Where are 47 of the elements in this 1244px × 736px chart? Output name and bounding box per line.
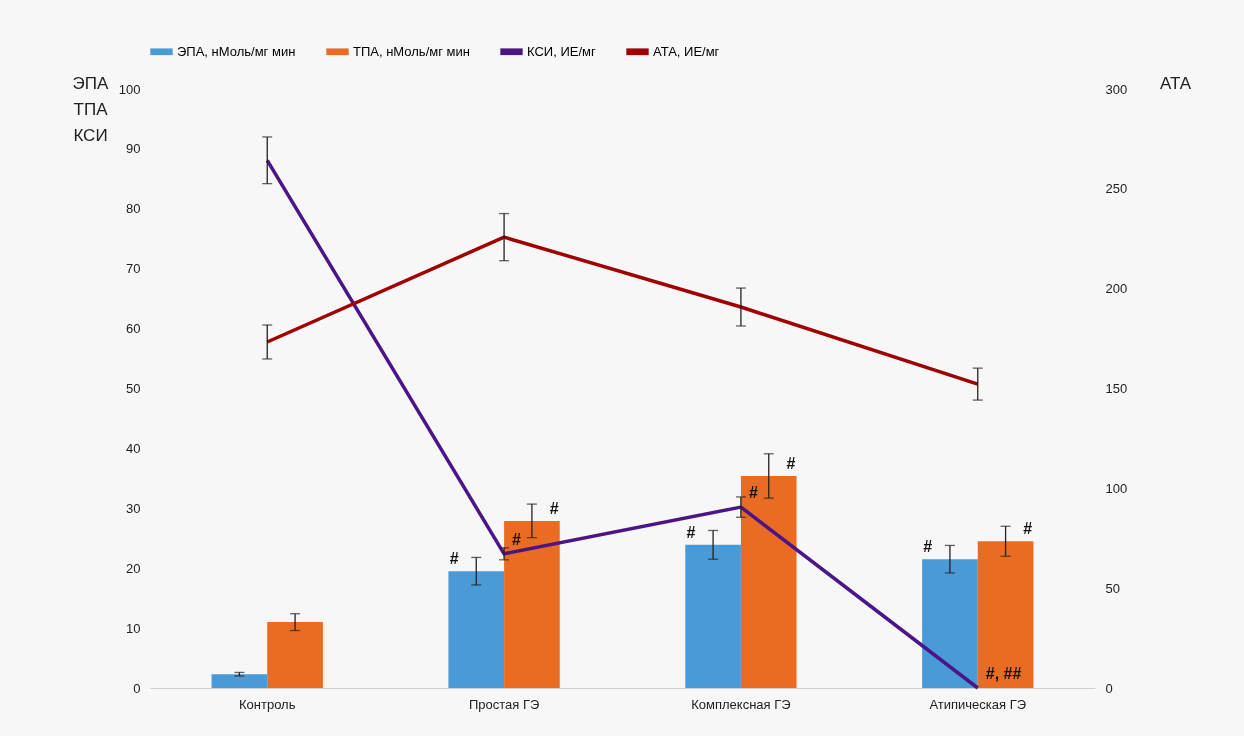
bar <box>685 544 741 688</box>
annotation: # <box>923 538 933 556</box>
annotation: # <box>449 550 459 568</box>
y-tick-label: 20 <box>126 560 141 576</box>
y2-tick-label: 300 <box>1105 81 1128 97</box>
x-tick-label: Атипическая ГЭ <box>929 696 1027 712</box>
annotation: # <box>512 530 522 548</box>
bar <box>922 559 978 688</box>
y-tick-label: 50 <box>126 381 141 396</box>
legend-label: АТА, ИЕ/мг <box>653 43 720 59</box>
line-series <box>265 235 980 386</box>
annotation: # <box>549 499 559 517</box>
y2-tick-label: 250 <box>1105 181 1128 197</box>
x-tick-label: Простая ГЭ <box>468 696 540 712</box>
y-tick-label: 60 <box>126 321 141 337</box>
y2-axis-title: АТА <box>1159 73 1192 93</box>
y-axis-title: ЭПА ТПА КСИ <box>72 73 110 145</box>
legend-label: ТПА, нМоль/мг мин <box>353 43 470 59</box>
x-tick-label: Комплексная ГЭ <box>691 696 791 712</box>
legend-label: КСИ, ИЕ/мг <box>527 43 596 59</box>
annotation: # <box>748 484 758 502</box>
bar <box>448 571 505 688</box>
y2-tick-label: 100 <box>1105 480 1128 496</box>
annotation: # <box>686 523 696 541</box>
legend-label: ЭПА, нМоль/мг мин <box>177 43 296 59</box>
y-tick-label: 0 <box>133 680 141 696</box>
x-tick-label: Контроль <box>239 696 296 712</box>
y-tick-label: 10 <box>126 620 141 636</box>
annotation: #, ## <box>985 665 1022 682</box>
y2-tick-label: 0 <box>1105 680 1113 696</box>
y-tick-label: 90 <box>126 141 141 157</box>
y-tick-label: 80 <box>126 201 141 217</box>
y2-tick-label: 150 <box>1105 381 1128 396</box>
line-series <box>265 158 980 690</box>
annotation: # <box>1023 520 1033 538</box>
y2-tick-label: 200 <box>1105 281 1128 297</box>
bar <box>977 541 1034 688</box>
bar <box>504 520 560 688</box>
y-tick-label: 40 <box>126 440 141 456</box>
y-tick-label: 30 <box>126 500 141 516</box>
annotation: # <box>786 454 796 472</box>
bar <box>740 475 797 688</box>
bar <box>267 622 323 688</box>
y-tick-label: 100 <box>118 81 141 97</box>
y2-tick-label: 50 <box>1105 580 1120 596</box>
y-tick-label: 70 <box>126 261 141 277</box>
bar <box>211 674 268 688</box>
